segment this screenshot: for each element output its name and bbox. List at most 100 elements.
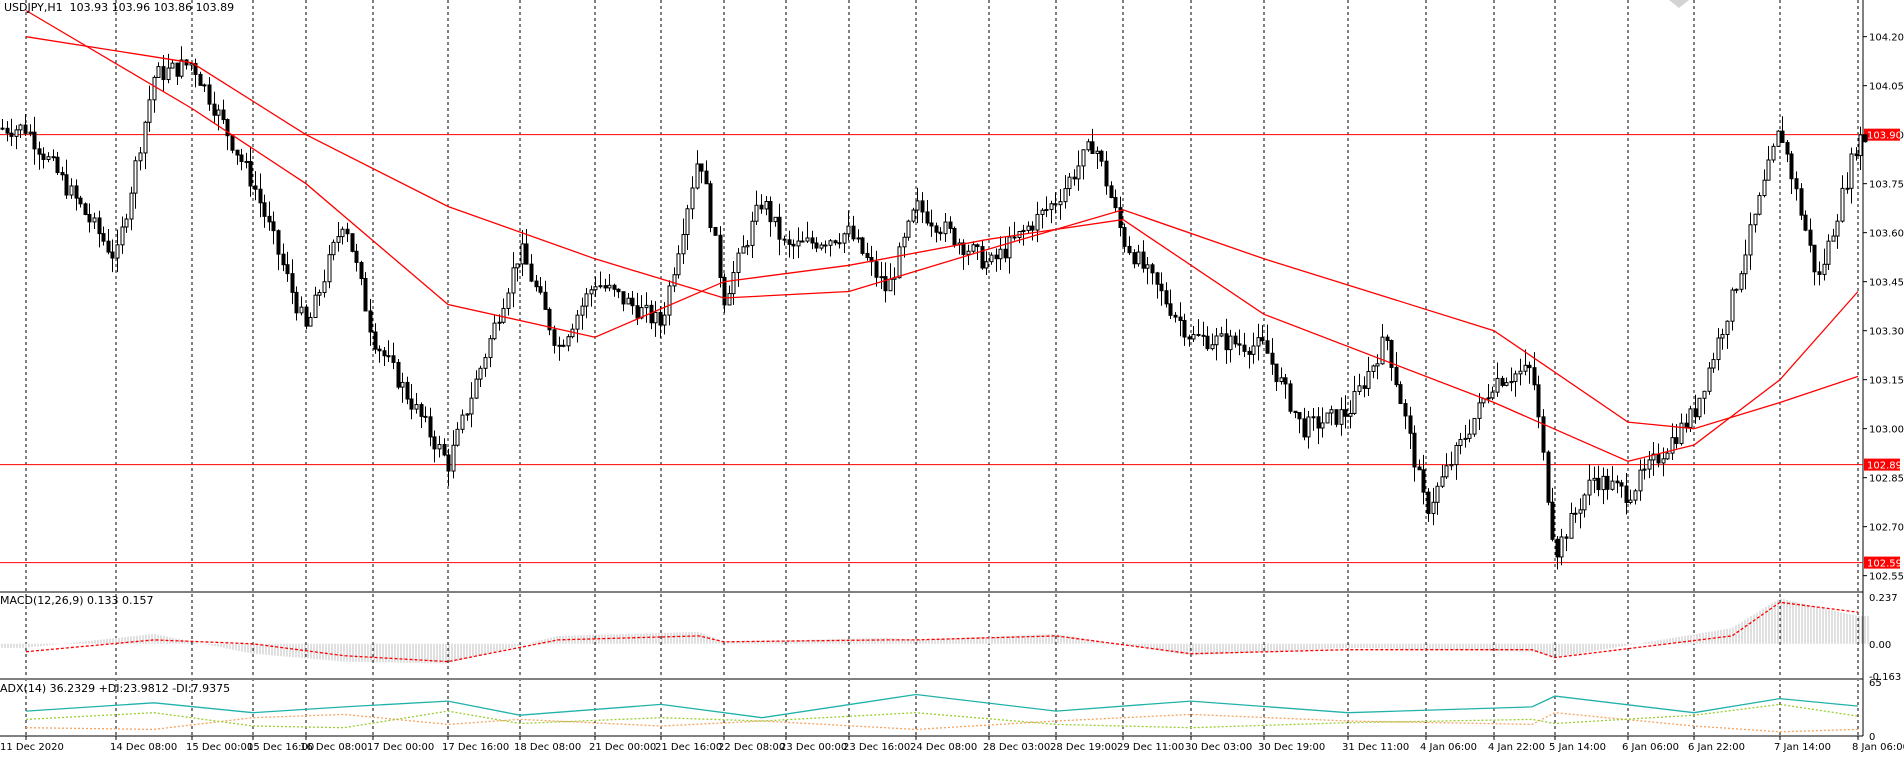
candle-body xyxy=(451,444,456,472)
candle-body xyxy=(152,76,157,101)
candle-body xyxy=(304,306,309,327)
candle-body xyxy=(1348,412,1353,417)
candle-body xyxy=(593,286,598,291)
candle-body xyxy=(1104,160,1109,187)
adx-plus-di-line xyxy=(25,703,1859,729)
candle-body xyxy=(805,237,810,242)
adx-header: ADX(14) 36.2329 +DI:23.9812 -DI:7.9375 xyxy=(0,682,231,695)
candle-body xyxy=(106,240,111,253)
candle-body xyxy=(299,306,304,314)
candle-body xyxy=(777,216,782,240)
macd-tick-label: 0.237 xyxy=(1869,593,1898,604)
candle-body xyxy=(1394,366,1399,386)
candle-body xyxy=(1633,490,1638,501)
candle-body xyxy=(1302,418,1307,438)
y-tick-label: 103.75 xyxy=(1869,180,1904,191)
candle-body xyxy=(948,221,953,229)
candle-body xyxy=(350,233,355,252)
candle-body xyxy=(69,185,74,196)
candle-body xyxy=(773,216,778,223)
candle-body xyxy=(1513,373,1518,382)
candle-body xyxy=(1081,149,1086,167)
candle-body xyxy=(1628,499,1633,503)
adx-minus-di-line xyxy=(25,712,1859,733)
candle-body xyxy=(276,230,281,255)
candle-body xyxy=(800,240,805,243)
candle-body xyxy=(1458,438,1463,446)
candle-body xyxy=(736,252,741,274)
x-tick-label: 7 Jan 14:00 xyxy=(1774,742,1831,753)
candle-body xyxy=(1707,367,1712,392)
candle-body xyxy=(534,280,539,288)
x-tick-label: 24 Dec 08:00 xyxy=(910,742,977,753)
candle-body xyxy=(897,246,902,279)
candle-body xyxy=(1265,340,1270,354)
candle-body xyxy=(97,217,102,235)
candle-body xyxy=(828,240,833,246)
candle-body xyxy=(819,244,824,249)
candle-body xyxy=(37,148,42,155)
macd-signal-line xyxy=(25,601,1859,663)
candle-body xyxy=(442,444,447,456)
x-tick-label: 14 Dec 08:00 xyxy=(110,742,177,753)
candle-body xyxy=(952,227,957,246)
candle-body xyxy=(497,321,502,324)
candle-body xyxy=(837,242,842,245)
candle-body xyxy=(865,252,870,259)
candle-body xyxy=(1334,409,1339,425)
candle-body xyxy=(584,293,589,307)
y-tick-label: 103.30 xyxy=(1869,327,1904,338)
candle-body xyxy=(1237,343,1242,346)
candle-body xyxy=(883,276,888,292)
candle-body xyxy=(727,293,732,306)
candle-body xyxy=(1352,390,1357,414)
candle-body xyxy=(1550,501,1555,540)
candle-body xyxy=(616,288,621,293)
candle-body xyxy=(1233,335,1238,345)
candle-body xyxy=(1504,382,1509,386)
candle-body xyxy=(598,285,603,288)
x-tick-label: 17 Dec 16:00 xyxy=(442,742,509,753)
candle-body xyxy=(1095,150,1100,154)
candle-body xyxy=(1127,245,1132,254)
candle-body xyxy=(888,278,893,292)
candle-body xyxy=(1431,501,1436,514)
candle-body xyxy=(216,109,221,116)
candle-body xyxy=(262,202,267,217)
candle-body xyxy=(791,243,796,247)
candle-body xyxy=(1136,251,1141,265)
candle-body xyxy=(239,154,244,162)
candle-body xyxy=(915,200,920,211)
candle-body xyxy=(1509,380,1514,384)
candle-body xyxy=(1040,209,1045,215)
candle-body xyxy=(235,149,240,156)
candle-body xyxy=(1546,451,1551,503)
candle-body xyxy=(446,454,451,472)
candle-body xyxy=(244,160,249,163)
candle-body xyxy=(699,163,704,172)
candle-body xyxy=(1279,377,1284,383)
candle-body xyxy=(340,228,345,238)
candle-body xyxy=(603,285,608,289)
candle-body xyxy=(612,284,617,290)
candle-body xyxy=(101,233,106,242)
candle-body xyxy=(1118,207,1123,229)
candle-body xyxy=(465,413,470,416)
x-tick-label: 23 Dec 00:00 xyxy=(780,742,847,753)
y-tick-label: 102.55 xyxy=(1869,572,1904,583)
candle-body xyxy=(925,211,930,224)
candle-body xyxy=(626,297,631,305)
candle-body xyxy=(1477,402,1482,419)
candle-body xyxy=(1283,377,1288,385)
candle-body xyxy=(1256,337,1261,347)
candle-body xyxy=(1398,384,1403,405)
candle-body xyxy=(64,174,69,196)
candle-body xyxy=(961,242,966,255)
candle-body xyxy=(377,348,382,352)
candle-body xyxy=(1343,409,1348,417)
candle-body xyxy=(138,152,143,162)
candle-body xyxy=(363,278,368,312)
candle-body xyxy=(782,238,787,241)
candle-body xyxy=(662,314,667,326)
